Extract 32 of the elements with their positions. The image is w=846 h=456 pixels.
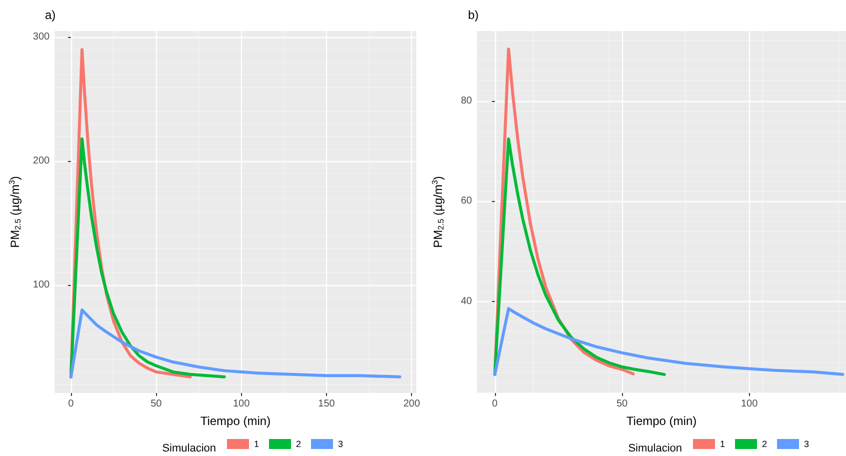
x-tick-label: 150 [318,398,336,410]
y-tick-label: 300 [32,32,50,43]
y-tick-label: 80 [460,95,472,106]
x-axis-title: Tiempo (min) [626,414,697,428]
y-axis-title: PM2.5 (µg/m3) [430,176,446,248]
y-tick-label: 40 [460,296,472,308]
y-tick-label: 200 [32,156,50,167]
legend-title: Simulacion [162,442,216,454]
line-series [493,307,844,376]
x-tick-label: 100 [232,398,250,410]
line-series [493,137,666,376]
x-tick-label: 50 [150,398,162,410]
chart-title: b) [468,8,479,22]
line-series [69,137,226,378]
x-tick-label: 100 [740,398,758,410]
legend-label: 2 [296,439,302,449]
legend-label: 2 [762,439,768,449]
x-tick-label: 0 [68,398,74,410]
legend-label: 3 [804,439,810,449]
legend-title: Simulacion [628,442,682,454]
x-axis-title: Tiempo (min) [200,414,271,428]
x-tick-label: 0 [492,398,498,410]
x-tick-label: 50 [616,398,628,410]
y-tick-label: 100 [32,280,50,291]
line-series [69,308,402,378]
y-tick-label: 60 [460,196,472,207]
y-axis-title: PM2.5 (µg/m3) [8,176,22,248]
x-tick-label: 200 [403,398,420,410]
legend-label: 3 [338,439,344,449]
chart-title: a) [45,8,56,22]
legend-label: 1 [720,439,726,449]
legend-label: 1 [254,439,260,449]
